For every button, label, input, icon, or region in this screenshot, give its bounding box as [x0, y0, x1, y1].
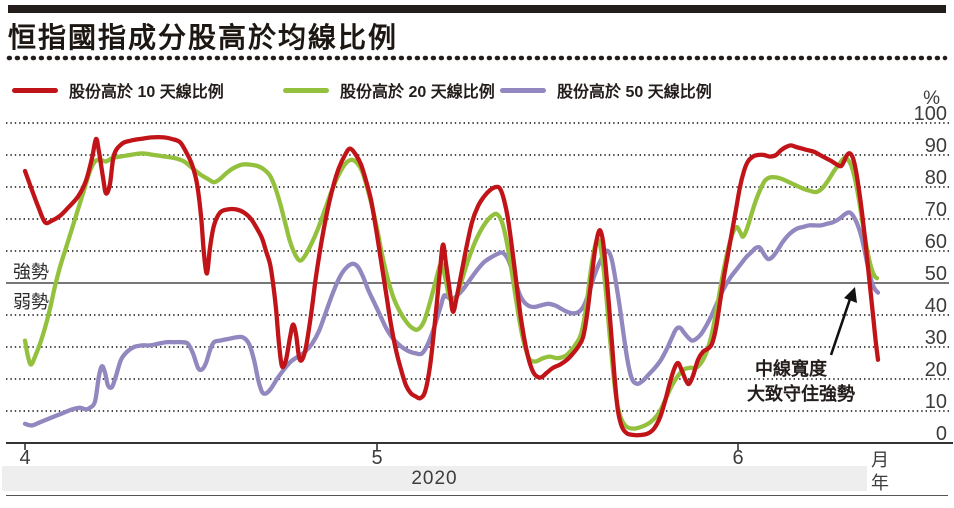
- legend-swatch-50day: [500, 87, 546, 93]
- y-axis-tick-80: 80: [925, 167, 947, 189]
- top-black-bar: [8, 5, 946, 13]
- y-axis-tick-40: 40: [925, 295, 947, 317]
- series-line-10day: [22, 135, 881, 438]
- bottom-border-line: [6, 495, 948, 496]
- y-axis-tick-30: 30: [925, 327, 947, 349]
- legend-item-50day: 股份高於 50 天線比例: [500, 80, 712, 101]
- series-line-50day: [22, 210, 881, 428]
- y-axis-tick-20: 20: [925, 359, 947, 381]
- page-title: 恒指國指成分股高於均線比例: [8, 22, 399, 53]
- y-axis-unit-label: %: [923, 88, 940, 109]
- y-axis-tick-0: 0: [936, 423, 947, 445]
- x-axis-tick-4: 4: [19, 447, 30, 469]
- y-axis-tick-50: 50: [925, 263, 947, 285]
- y-axis-tick-70: 70: [925, 199, 947, 221]
- year-band: 2020: [2, 466, 867, 491]
- annotation-line2: 大致守住強勢: [747, 384, 855, 404]
- legend-item-10day: 股份高於 10 天線比例: [12, 80, 224, 101]
- legend-item-20day: 股份高於 20 天線比例: [283, 80, 495, 101]
- x-axis-month-suffix: 月: [871, 450, 889, 470]
- year-label: 2020: [411, 467, 458, 489]
- zone-label-strong: 強勢: [13, 262, 49, 282]
- legend-label-50day: 股份高於 50 天線比例: [557, 84, 712, 101]
- x-axis-tick-6: 6: [732, 447, 743, 469]
- zone-label-weak: 弱勢: [13, 292, 49, 312]
- series-line-20day: [22, 151, 880, 431]
- y-axis-tick-10: 10: [925, 391, 947, 413]
- legend-swatch-20day: [283, 87, 329, 93]
- legend-label-20day: 股份高於 20 天線比例: [340, 84, 495, 101]
- x-axis-tick-5: 5: [371, 447, 382, 469]
- x-axis-year-suffix: 年: [871, 473, 889, 493]
- legend-swatch-10day: [12, 87, 58, 93]
- y-axis-tick-100: 100: [914, 103, 947, 125]
- legend-label-10day: 股份高於 10 天線比例: [69, 84, 224, 101]
- annotation-line1: 中線寬度: [755, 359, 827, 379]
- annotation-arrow: [844, 287, 857, 303]
- y-axis-tick-90: 90: [925, 135, 947, 157]
- y-axis-tick-60: 60: [925, 231, 947, 253]
